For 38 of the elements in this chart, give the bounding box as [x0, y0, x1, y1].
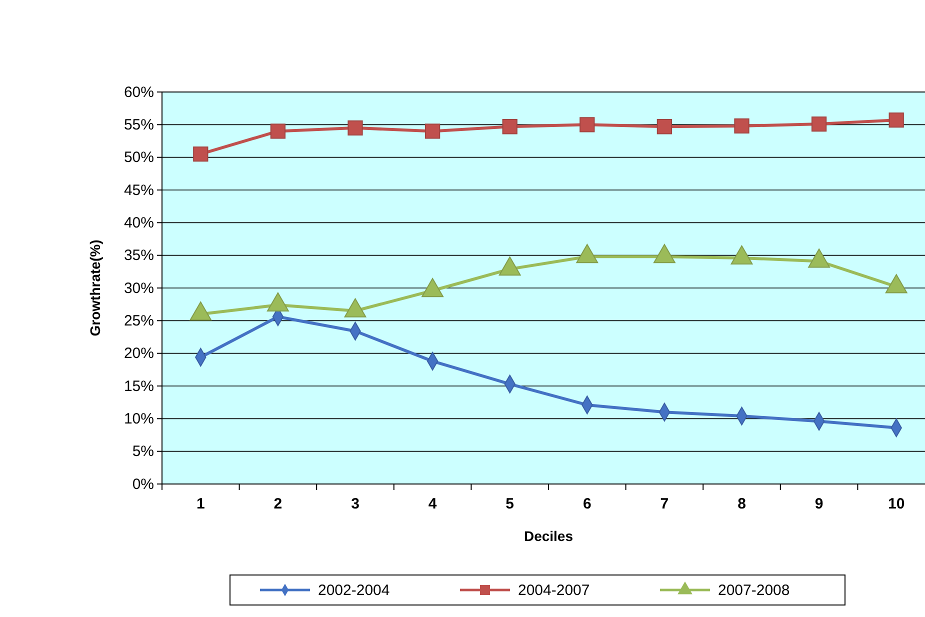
y-tick-label: 45%	[124, 182, 154, 199]
x-tick-label: 6	[582, 496, 592, 513]
y-axis-title: Growthrate(%)	[87, 240, 103, 336]
point	[502, 119, 518, 134]
y-tick-label: 25%	[124, 312, 154, 330]
y-tick-label: 0%	[132, 476, 154, 493]
x-axis-title: Deciles	[524, 528, 574, 544]
y-tick-label: 30%	[124, 280, 154, 297]
point	[580, 117, 595, 132]
point	[811, 116, 827, 132]
point	[656, 119, 672, 134]
point	[424, 124, 440, 139]
x-tick-label: 4	[428, 496, 438, 513]
y-tick-label: 20%	[124, 345, 154, 362]
y-tick-label: 50%	[124, 149, 154, 166]
point	[270, 124, 286, 139]
point	[734, 118, 750, 134]
x-tick-label: 9	[814, 496, 824, 513]
point	[348, 120, 363, 136]
y-tick-label: 55%	[124, 116, 154, 134]
y-tick-label: 35%	[124, 247, 154, 264]
legend-label: 2002-2004	[318, 582, 390, 599]
x-tick-label: 1	[196, 496, 205, 513]
x-tick-label: 7	[660, 496, 669, 513]
x-tick-label: 3	[351, 496, 360, 513]
y-tick-label: 15%	[124, 378, 154, 395]
y-tick-label: 10%	[124, 410, 154, 428]
point	[193, 146, 208, 162]
x-tick-label: 5	[506, 496, 514, 513]
x-tick-label: 10	[888, 496, 905, 513]
y-tick-label: 5%	[132, 443, 154, 460]
legend-label: 2007-2008	[718, 582, 790, 599]
legend-label: 2004-2007	[518, 582, 590, 599]
y-tick-label: 40%	[124, 214, 154, 232]
x-tick-label: 8	[738, 496, 746, 513]
point	[888, 112, 904, 128]
x-tick-label: 2	[274, 496, 282, 513]
y-tick-label: 60%	[124, 84, 154, 101]
